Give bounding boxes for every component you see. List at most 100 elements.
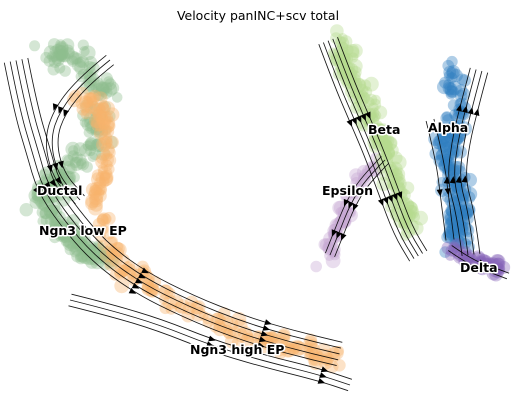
cell-point: [88, 113, 101, 126]
cell-point: [436, 149, 447, 161]
cell-point: [455, 97, 469, 110]
cell-point: [446, 66, 459, 80]
cell-point: [108, 252, 123, 267]
cell-point: [100, 101, 115, 116]
cell-point: [97, 165, 113, 181]
cell-point: [97, 111, 112, 125]
cell-point: [455, 84, 468, 97]
streamline-arrow: [377, 198, 384, 207]
cell-point: [392, 176, 407, 191]
cell-point: [441, 241, 455, 255]
cell-point: [100, 72, 113, 85]
cell-point: [76, 251, 88, 263]
cell-point: [97, 212, 111, 226]
cell-point: [55, 48, 69, 61]
cell-point: [61, 233, 77, 248]
cell-point: [444, 218, 458, 233]
cell-point: [442, 114, 455, 127]
cell-point: [449, 215, 464, 230]
cell-point: [79, 117, 90, 128]
streamline-arrow: [206, 341, 214, 348]
streamline-arrow: [58, 106, 64, 114]
cell-point: [263, 335, 274, 346]
cell-point: [90, 79, 105, 94]
cell-point: [34, 182, 49, 197]
cell-point: [322, 241, 337, 256]
cell-point: [53, 220, 68, 236]
cell-point: [45, 189, 59, 204]
cell-point: [75, 98, 86, 110]
cell-point: [98, 176, 110, 188]
cell-point: [392, 182, 406, 196]
cell-point: [145, 285, 158, 298]
cell-point: [454, 98, 466, 110]
cell-point: [102, 153, 117, 168]
cell-point: [91, 169, 104, 182]
cell-point: [74, 56, 86, 68]
cell-point: [47, 50, 60, 63]
cell-point: [96, 104, 107, 115]
cell-point: [451, 180, 462, 192]
cell-point: [130, 268, 144, 282]
cell-point: [49, 45, 60, 56]
cell-point: [447, 222, 461, 236]
cell-point: [364, 76, 379, 92]
streamline: [9, 61, 339, 361]
cell-point: [104, 236, 118, 250]
cell-point: [71, 250, 84, 263]
cell-point: [91, 106, 103, 118]
cell-point: [102, 211, 116, 226]
cell-point: [458, 221, 473, 236]
cell-point: [347, 58, 363, 74]
cell-point: [389, 169, 403, 183]
cell-point: [89, 186, 104, 202]
cell-point: [116, 253, 130, 267]
cell-point: [374, 124, 388, 137]
cell-point: [92, 89, 105, 101]
cell-point: [69, 245, 82, 258]
cell-point: [455, 130, 466, 140]
cell-point: [390, 175, 404, 190]
cell-point: [96, 137, 112, 153]
cell-point: [403, 200, 418, 215]
cell-point: [92, 138, 102, 149]
cell-point: [317, 348, 333, 364]
cell-point: [48, 54, 62, 68]
cell-point: [486, 266, 501, 281]
cell-point: [98, 131, 113, 145]
cell-point: [401, 181, 415, 195]
streamline-arrow: [320, 366, 329, 373]
cell-point: [83, 244, 96, 257]
cell-point: [98, 136, 113, 150]
cell-point: [337, 209, 349, 220]
cell-point: [60, 38, 75, 52]
cell-point: [446, 65, 461, 79]
cell-point: [98, 110, 114, 126]
cell-point: [371, 123, 386, 137]
cell-point: [100, 149, 113, 162]
cell-point: [83, 92, 96, 105]
streamline: [327, 40, 419, 257]
cell-point: [101, 224, 117, 240]
cell-point: [287, 343, 300, 356]
cell-point: [450, 188, 463, 201]
streamline: [323, 42, 415, 259]
cell-point: [95, 81, 110, 96]
cell-point: [368, 107, 380, 119]
cell-point: [40, 213, 55, 228]
cell-point: [345, 206, 356, 217]
cell-point: [445, 164, 456, 176]
cell-point: [99, 247, 115, 263]
streamline: [318, 44, 411, 262]
cell-point: [277, 328, 291, 341]
cell-point: [327, 346, 340, 360]
cell-point: [37, 216, 48, 227]
cell-point: [174, 299, 190, 314]
cell-point: [99, 118, 115, 134]
cell-point: [373, 105, 388, 120]
cell-point: [462, 186, 478, 202]
cell-point: [389, 151, 403, 165]
cell-point: [85, 182, 100, 197]
cell-point: [343, 73, 358, 88]
cell-point: [304, 333, 318, 347]
